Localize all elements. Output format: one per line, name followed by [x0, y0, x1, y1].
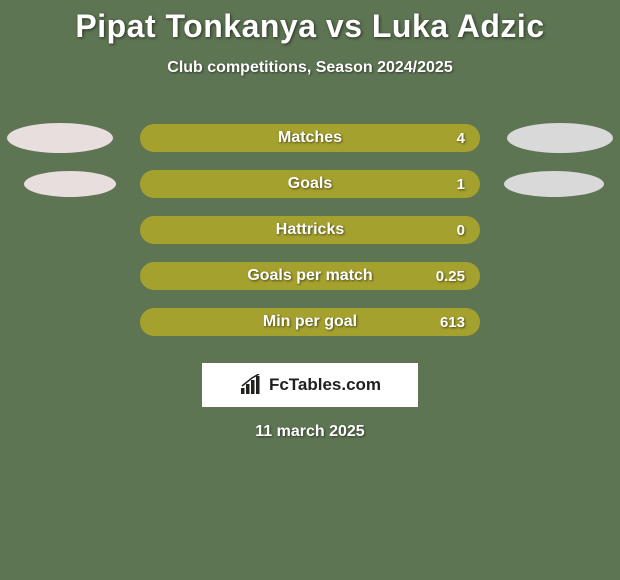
- stat-row: Goals 1: [0, 161, 620, 207]
- bar-value: 613: [440, 314, 465, 331]
- player-right-badge: [504, 171, 604, 197]
- brand-box: FcTables.com: [202, 363, 418, 407]
- date-label: 11 march 2025: [0, 423, 620, 441]
- bar-label: Hattricks: [276, 221, 344, 239]
- stat-row: Hattricks 0: [0, 207, 620, 253]
- stat-row: Goals per match 0.25: [0, 253, 620, 299]
- player-left-badge: [7, 123, 113, 153]
- player-right-badge: [507, 123, 613, 153]
- bar-goals-per-match: Goals per match 0.25: [140, 262, 480, 290]
- stat-row: Matches 4: [0, 115, 620, 161]
- bar-hattricks: Hattricks 0: [140, 216, 480, 244]
- bar-goals: Goals 1: [140, 170, 480, 198]
- bar-min-per-goal: Min per goal 613: [140, 308, 480, 336]
- bar-value: 0.25: [436, 268, 465, 285]
- stat-row: Min per goal 613: [0, 299, 620, 345]
- bar-label: Matches: [278, 129, 342, 147]
- container: Pipat Tonkanya vs Luka Adzic Club compet…: [0, 0, 620, 580]
- bar-label: Goals: [288, 175, 332, 193]
- stats-area: Matches 4 Goals 1 Hattricks 0: [0, 115, 620, 345]
- brand-text: FcTables.com: [269, 375, 381, 395]
- bar-matches: Matches 4: [140, 124, 480, 152]
- bar-value: 0: [457, 222, 465, 239]
- bar-label: Min per goal: [263, 313, 357, 331]
- chart-icon: [239, 374, 263, 396]
- bar-value: 1: [457, 176, 465, 193]
- bar-value: 4: [457, 130, 465, 147]
- page-title: Pipat Tonkanya vs Luka Adzic: [0, 8, 620, 45]
- player-left-badge: [24, 171, 116, 197]
- bar-label: Goals per match: [247, 267, 372, 285]
- page-subtitle: Club competitions, Season 2024/2025: [0, 59, 620, 77]
